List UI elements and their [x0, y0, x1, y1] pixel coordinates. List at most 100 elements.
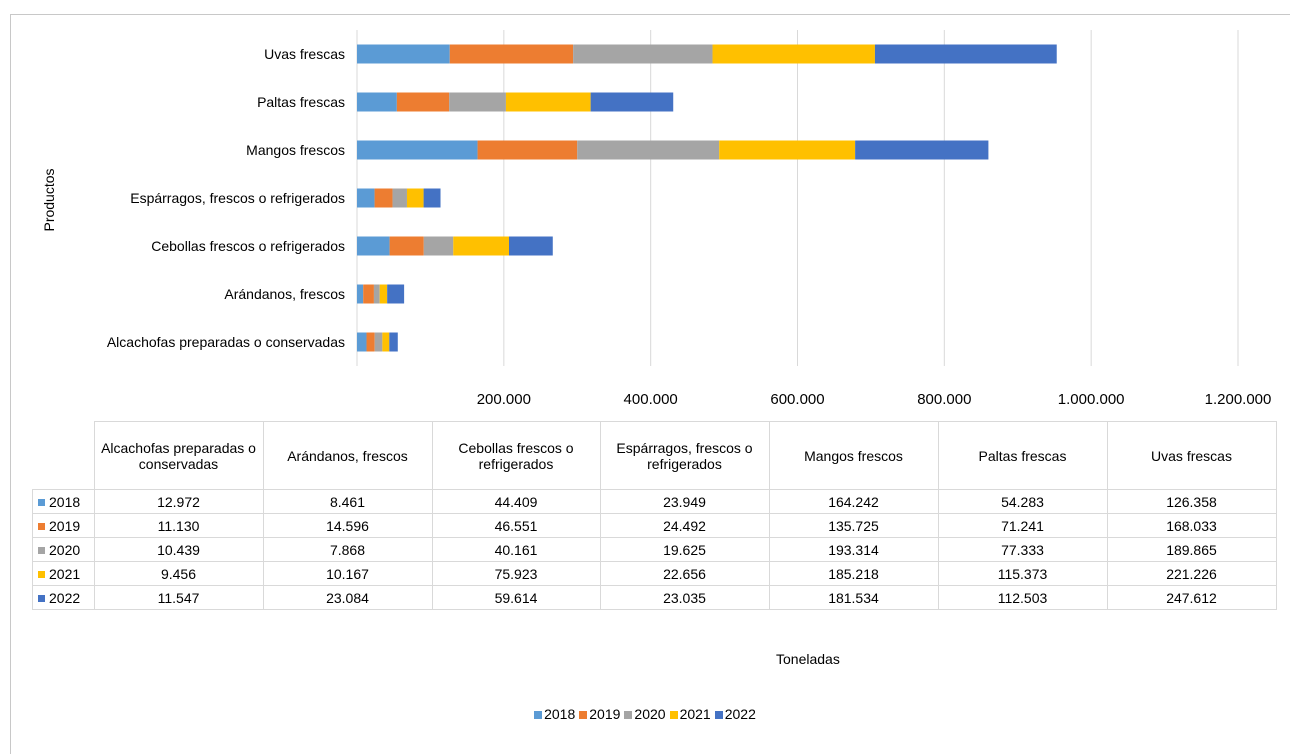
table-corner-cell — [32, 421, 95, 490]
legend-item: 2019 — [579, 706, 620, 722]
table-year-label: 2018 — [49, 493, 81, 510]
table-row: 2019 11.130 14.596 46.551 24.492 135.725 71.24… — [32, 513, 1277, 538]
table-value-cell: 126.358 — [1106, 489, 1277, 514]
table-value-cell: 7.868 — [262, 537, 433, 562]
legend-key-swatch — [38, 594, 45, 602]
legend-swatch — [669, 711, 678, 719]
table-year-cell: 2021 — [32, 561, 95, 586]
x-tick-label: 600.000 — [770, 391, 824, 408]
bar-segment — [505, 92, 591, 112]
table-value-cell: 22.656 — [599, 561, 770, 586]
legend-label: 2018 — [544, 706, 576, 722]
x-tick-label: 800.000 — [917, 391, 971, 408]
bar-segment — [366, 332, 375, 352]
table-value-cell: 54.283 — [937, 489, 1108, 514]
category-label: Alcachofas preparadas o conservadas — [107, 334, 345, 350]
x-tick-label: 400.000 — [624, 391, 678, 408]
table-column-header: Mangos frescos — [768, 421, 939, 490]
table-value-cell: 23.035 — [599, 585, 770, 610]
table-value-cell: 168.033 — [1106, 513, 1277, 538]
table-row: 2018 12.972 8.461 44.409 23.949 164.242 54.283… — [32, 489, 1277, 514]
table-column-header: Uvas frescas — [1106, 421, 1277, 490]
table-header-row: Alcachofas preparadas o conservadas Arán… — [32, 421, 1277, 490]
table-value-cell: 11.547 — [93, 585, 264, 610]
legend-item: 2020 — [624, 706, 666, 722]
table-value-cell: 185.218 — [768, 561, 939, 586]
bar-segment — [423, 188, 441, 208]
legend-item: 2018 — [534, 706, 575, 722]
bar-segment — [423, 236, 454, 256]
category-label: Cebollas frescos o refrigerados — [151, 238, 345, 254]
bar-segment — [387, 284, 405, 304]
bar-segment — [449, 44, 574, 64]
bar-segment — [449, 92, 506, 112]
bar-segment — [509, 236, 553, 256]
table-value-cell: 10.439 — [93, 537, 264, 562]
data-table: Alcachofas preparadas o conservadas Arán… — [32, 421, 1277, 610]
table-value-cell: 115.373 — [937, 561, 1108, 586]
bar-segment — [357, 140, 478, 160]
category-label: Espárragos, frescos o refrigerados — [130, 190, 345, 206]
bar-segment — [719, 140, 856, 160]
table-value-cell: 23.949 — [599, 489, 770, 514]
table-value-cell: 46.551 — [431, 513, 601, 538]
category-label: Paltas frescas — [257, 94, 345, 110]
bar-segment — [357, 188, 375, 208]
table-column-header: Paltas frescas — [937, 421, 1108, 490]
table-year-cell: 2022 — [32, 585, 95, 610]
bar-segment — [382, 332, 390, 352]
legend-item: 2022 — [714, 706, 756, 722]
x-tick-label: 1.000.000 — [1058, 391, 1125, 408]
category-label: Uvas frescas — [264, 46, 345, 62]
legend-key-swatch — [38, 546, 45, 554]
chart-frame — [10, 14, 1290, 754]
table-value-cell: 23.084 — [262, 585, 433, 610]
table-value-cell: 71.241 — [937, 513, 1108, 538]
legend-key-swatch — [38, 570, 45, 578]
category-label: Arándanos, frescos — [224, 286, 345, 302]
table-year-label: 2021 — [49, 565, 81, 582]
bar-segment — [389, 332, 398, 352]
legend-label: 2019 — [589, 706, 621, 722]
bar-segment — [590, 92, 674, 112]
legend-label: 2021 — [679, 706, 711, 722]
table-column-header: Espárragos, frescos o refrigerados — [599, 421, 770, 490]
legend-swatch — [579, 711, 588, 719]
table-value-cell: 12.972 — [93, 489, 264, 514]
table-column-header: Arándanos, frescos — [262, 421, 433, 490]
bar-segment — [363, 284, 374, 304]
table-row: 2022 11.547 23.084 59.614 23.035 181.534 112.5… — [32, 585, 1277, 610]
table-value-cell: 9.456 — [93, 561, 264, 586]
legend-swatch — [534, 711, 543, 719]
table-year-label: 2020 — [49, 541, 81, 558]
bar-segment — [577, 140, 720, 160]
table-value-cell: 135.725 — [768, 513, 939, 538]
bar-segment — [396, 92, 450, 112]
legend-swatch — [714, 711, 723, 719]
table-value-cell: 112.503 — [937, 585, 1108, 610]
bar-segment — [357, 236, 390, 256]
table-value-cell: 59.614 — [431, 585, 601, 610]
x-axis-title: Toneladas — [776, 651, 840, 667]
legend-key-swatch — [38, 498, 45, 506]
bar-segment — [573, 44, 713, 64]
table-year-label: 2022 — [49, 589, 81, 606]
table-value-cell: 181.534 — [768, 585, 939, 610]
bar-segment — [389, 236, 424, 256]
bar-segment — [712, 44, 875, 64]
bar-segment — [357, 284, 364, 304]
legend-label: 2022 — [724, 706, 756, 722]
category-label: Mangos frescos — [246, 142, 345, 158]
table-column-header: Alcachofas preparadas o conservadas — [93, 421, 264, 490]
bar-segment — [374, 332, 383, 352]
table-value-cell: 14.596 — [262, 513, 433, 538]
table-value-cell: 193.314 — [768, 537, 939, 562]
table-value-cell: 40.161 — [431, 537, 601, 562]
bar-segment — [406, 188, 424, 208]
table-row: 2020 10.439 7.868 40.161 19.625 193.314 77.333… — [32, 537, 1277, 562]
bar-segment — [357, 92, 397, 112]
bar-segment — [357, 44, 450, 64]
table-value-cell: 221.226 — [1106, 561, 1277, 586]
table-value-cell: 77.333 — [937, 537, 1108, 562]
bar-segment — [374, 188, 393, 208]
